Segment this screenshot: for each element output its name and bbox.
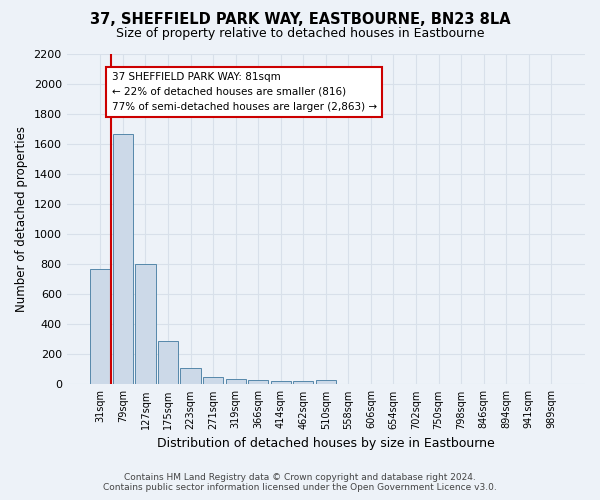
Bar xyxy=(113,134,133,384)
Text: 37 SHEFFIELD PARK WAY: 81sqm
← 22% of detached houses are smaller (816)
77% of s: 37 SHEFFIELD PARK WAY: 81sqm ← 22% of de… xyxy=(112,72,377,112)
Bar xyxy=(136,264,155,384)
Bar xyxy=(158,341,178,384)
Text: 37, SHEFFIELD PARK WAY, EASTBOURNE, BN23 8LA: 37, SHEFFIELD PARK WAY, EASTBOURNE, BN23… xyxy=(89,12,511,28)
Bar xyxy=(226,378,246,384)
Y-axis label: Number of detached properties: Number of detached properties xyxy=(15,126,28,312)
Text: Size of property relative to detached houses in Eastbourne: Size of property relative to detached ho… xyxy=(116,28,484,40)
Text: Contains HM Land Registry data © Crown copyright and database right 2024.
Contai: Contains HM Land Registry data © Crown c… xyxy=(103,473,497,492)
Bar xyxy=(181,368,201,384)
Bar xyxy=(248,380,268,384)
Bar xyxy=(90,269,110,384)
X-axis label: Distribution of detached houses by size in Eastbourne: Distribution of detached houses by size … xyxy=(157,437,495,450)
Bar xyxy=(203,377,223,384)
Bar xyxy=(316,380,336,384)
Bar xyxy=(271,382,291,384)
Bar xyxy=(293,382,313,384)
